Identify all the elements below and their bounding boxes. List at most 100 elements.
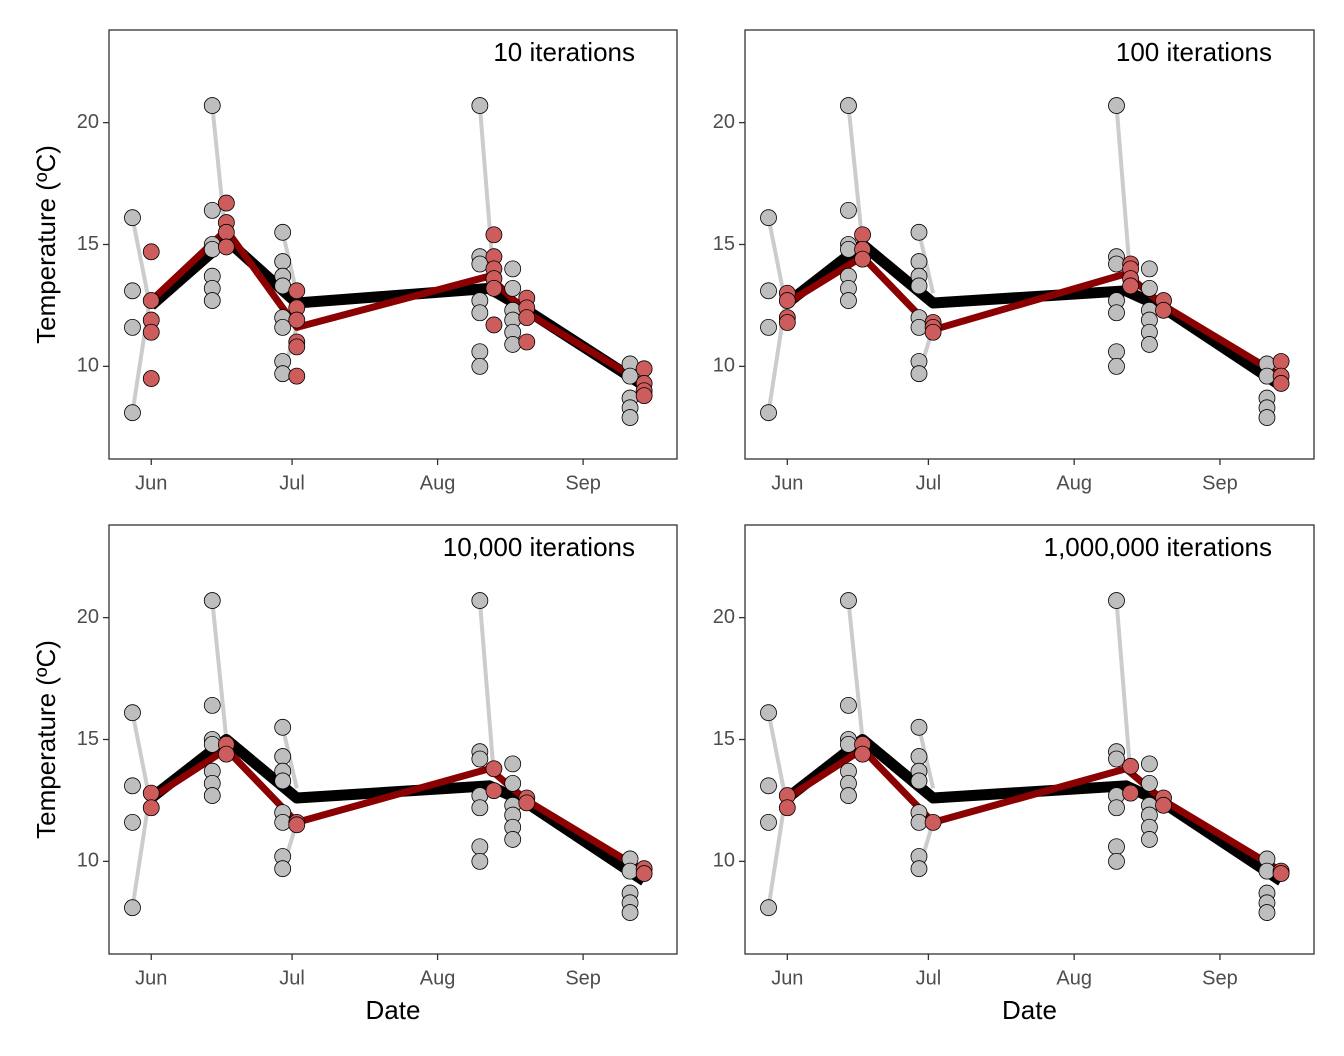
data-point [910,718,928,736]
data-point [203,592,221,609]
data-point [910,253,928,270]
panel: 10 15 20 Jun Jul Aug Sep 10 iterations Temperatu… [31,29,678,494]
data-point [288,311,306,329]
y-tick-label: 10 [77,850,99,872]
y-tick-label: 15 [713,728,735,750]
data-point [471,357,489,375]
data-point [760,777,777,795]
panel-title: 10 iterations [493,37,635,67]
data-point [635,360,653,378]
data-point [518,333,536,351]
data-point [840,292,857,309]
data-point [635,387,653,405]
data-point [635,865,653,882]
data-point [485,782,503,800]
data-point [910,318,928,336]
data-point [1122,784,1140,802]
data-point [1108,357,1125,375]
data-point [274,718,292,736]
data-point [274,860,292,878]
data-point [274,318,292,336]
data-point [124,704,141,722]
data-point [124,813,141,831]
data-point [1108,592,1125,609]
data-point [471,343,489,361]
data-point [760,404,777,422]
data-point [124,899,141,917]
data-point [760,209,777,227]
data-point [518,309,536,327]
x-tick-label: Sep [565,967,601,989]
data-point [485,760,503,778]
data-point [274,772,292,790]
data-point [1122,277,1140,295]
data-point [124,209,141,227]
x-tick-label: Aug [420,472,456,494]
data-point [203,292,221,309]
y-tick-label: 20 [77,111,99,133]
plot-frame [108,29,678,460]
data-point [471,838,489,856]
data-point [840,735,857,753]
series-line [785,745,1283,875]
x-axis-label: Date [366,995,421,1025]
data-point [1272,353,1290,370]
data-point [854,745,871,763]
data-point [124,318,141,336]
data-point [1258,367,1276,385]
y-tick-label: 15 [713,233,735,255]
panel: 10 15 20 Jun Jul Aug Sep 10,000 iterations Tempe… [31,524,678,1025]
x-tick-label: Jul [279,967,305,989]
plot-frame [744,29,1315,460]
x-tick-label: Jun [771,967,803,989]
panel-title: 1,000,000 iterations [1044,532,1272,562]
panel-title: 10,000 iterations [443,532,635,562]
data-point [1108,838,1125,856]
data-point [854,250,871,268]
data-point [471,592,489,609]
y-tick-label: 20 [713,606,735,628]
data-point [910,772,928,790]
data-point [1108,750,1125,768]
data-point [910,860,928,878]
data-point [840,201,857,219]
data-point [203,735,221,753]
data-point [760,282,777,300]
x-tick-label: Sep [1202,967,1238,989]
panel: 10 15 20 Jun Jul Aug Sep 1,000,000 iterations Da… [713,524,1315,1025]
data-point [274,223,292,241]
data-point [471,255,489,273]
data-point [778,292,796,309]
data-point [910,748,928,765]
x-tick-label: Aug [1056,967,1092,989]
data-point [840,97,857,114]
data-point [1108,255,1125,273]
data-point [1272,375,1290,392]
panel-title: 100 iterations [1116,37,1272,67]
data-point [274,748,292,765]
data-point [1258,904,1276,921]
data-point [1141,336,1158,353]
data-point [760,899,777,917]
x-tick-label: Jun [771,472,803,494]
data-point [288,282,306,300]
x-tick-label: Sep [1202,472,1238,494]
data-point [471,852,489,870]
data-point [274,253,292,270]
data-point [910,813,928,831]
x-tick-label: Jun [135,967,167,989]
data-point [203,696,221,714]
data-point [1258,862,1276,880]
data-point [1155,301,1172,319]
data-point [1272,865,1290,882]
data-point [1141,260,1158,278]
y-tick-label: 10 [77,355,99,377]
data-point [217,223,235,241]
data-point [621,862,639,880]
data-point [854,226,871,244]
x-tick-label: Aug [420,967,456,989]
data-point [274,813,292,831]
data-point [621,367,639,385]
data-point [924,813,942,831]
plot-frame [108,524,678,955]
